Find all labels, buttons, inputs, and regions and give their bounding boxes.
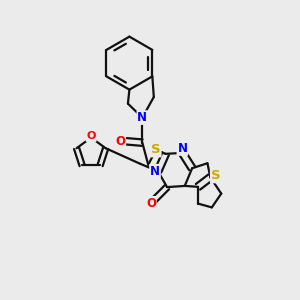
Text: O: O bbox=[146, 197, 156, 210]
Text: O: O bbox=[86, 131, 96, 141]
Text: S: S bbox=[151, 143, 161, 157]
Text: N: N bbox=[177, 142, 188, 155]
Text: O: O bbox=[115, 135, 125, 148]
Text: S: S bbox=[211, 169, 220, 182]
Text: N: N bbox=[150, 165, 160, 178]
Text: N: N bbox=[137, 111, 147, 124]
